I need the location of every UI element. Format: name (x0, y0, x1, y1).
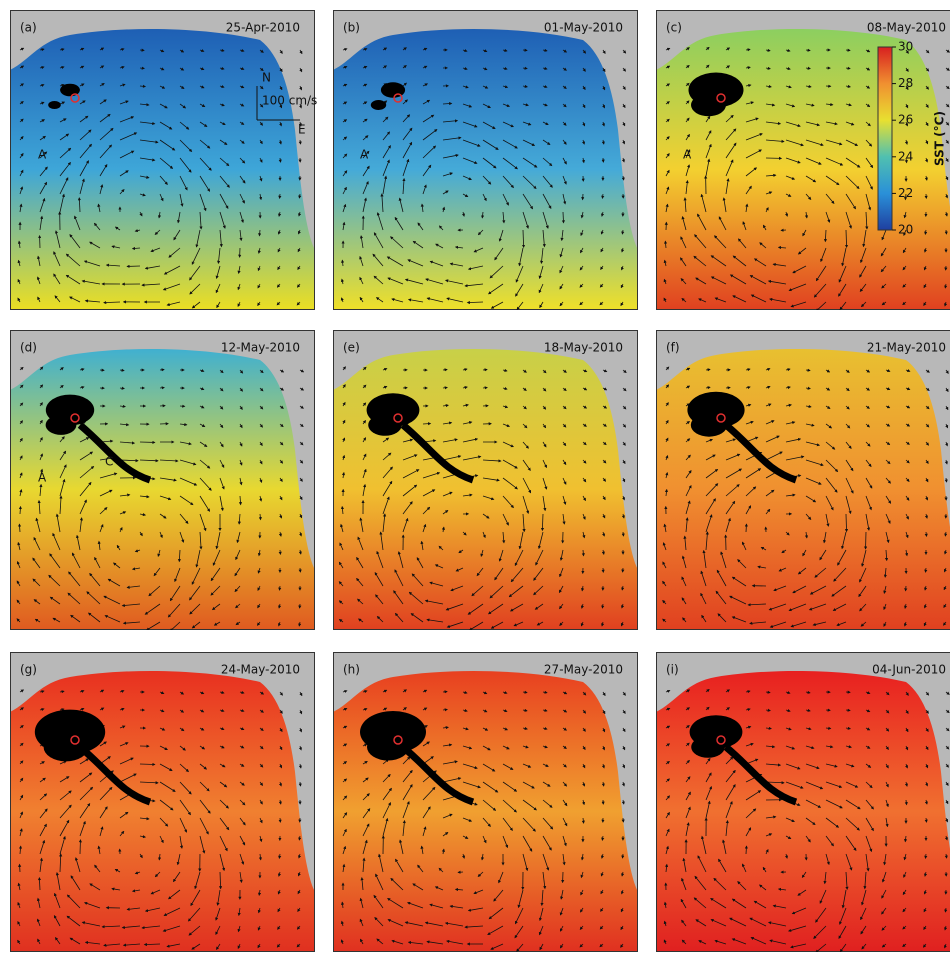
colorbar (878, 47, 892, 230)
map-panel: (g) 24-May-2010 (10, 652, 315, 952)
velocity-arrow (563, 212, 564, 223)
panel-label: (h) (343, 663, 360, 677)
colorbar-tick-label: 28 (898, 76, 913, 90)
east-label: E (298, 123, 306, 137)
panel-date: 25-Apr-2010 (226, 21, 300, 35)
panel-date: 04-Jun-2010 (872, 663, 946, 677)
panel-date: 08-May-2010 (867, 21, 946, 35)
panel-label: (g) (20, 663, 37, 677)
feature-label: C (105, 455, 113, 469)
sea-surface-temperature (333, 349, 638, 630)
panel-label: (i) (666, 663, 679, 677)
velocity-arrow (746, 846, 747, 854)
feature-label: A (683, 148, 692, 162)
velocity-arrow (280, 158, 281, 162)
panel-date: 24-May-2010 (221, 663, 300, 677)
velocity-arrow (259, 230, 260, 236)
velocity-arrow (602, 194, 603, 198)
velocity-arrow (925, 568, 926, 572)
scale-label: 100 cm/s (262, 94, 317, 108)
panel-date: 27-May-2010 (544, 663, 623, 677)
oil-slick (48, 101, 61, 109)
sea-surface-temperature (10, 349, 315, 630)
velocity-arrow (925, 854, 926, 858)
colorbar-tick-label: 30 (898, 40, 913, 54)
colorbar-title: SST (°C) (933, 111, 947, 166)
feature-label: A (38, 148, 47, 162)
map-panel: (f) 21-May-2010 (656, 330, 950, 630)
oil-slick (368, 414, 402, 436)
sea-surface-temperature (333, 29, 638, 310)
panel-date: 18-May-2010 (544, 341, 623, 355)
velocity-arrow (120, 388, 124, 389)
velocity-arrow (926, 818, 927, 822)
oil-slick (691, 94, 726, 117)
oil-slick (691, 413, 727, 436)
velocity-arrow (826, 728, 831, 729)
panel-label: (c) (666, 21, 682, 35)
oil-slick (46, 415, 77, 435)
oil-slick (371, 100, 386, 110)
panel-date: 01-May-2010 (544, 21, 623, 35)
velocity-arrow (443, 709, 447, 710)
velocity-arrow (300, 782, 301, 786)
map-panel: (a) 25-Apr-2010 (10, 10, 315, 310)
panel-label: (e) (343, 341, 360, 355)
oil-slick (367, 734, 409, 761)
panel-date: 12-May-2010 (221, 341, 300, 355)
colorbar-tick-label: 22 (898, 186, 913, 200)
panel-label: (d) (20, 341, 37, 355)
map-panel: (h) 27-May-2010 (333, 652, 638, 952)
velocity-arrow (140, 86, 145, 87)
velocity-arrow (443, 387, 447, 388)
panel-label: (f) (666, 341, 680, 355)
north-label: N (262, 71, 271, 85)
feature-label: A (360, 148, 369, 162)
sea-surface-temperature (656, 671, 950, 952)
velocity-arrow (926, 532, 927, 536)
velocity-arrow (583, 550, 584, 556)
velocity-arrow (806, 50, 810, 51)
map-panel: (b) 01-May-2010 (333, 10, 638, 310)
feature-label: A (38, 471, 47, 485)
panel-label: (b) (343, 21, 360, 35)
velocity-arrow (279, 586, 280, 590)
oil-slick (691, 736, 725, 758)
colorbar-tick-label: 20 (898, 223, 913, 237)
velocity-arrow (20, 507, 21, 514)
panel-label: (a) (20, 21, 37, 35)
figure: (a) 25-Apr-2010 (b) 01-May-2010 (c) 08-May-20… (0, 0, 950, 960)
colorbar-tick-label: 26 (898, 113, 913, 127)
velocity-arrow (806, 370, 810, 371)
velocity-arrow (846, 514, 847, 531)
map-panel: (i) 04-Jun-2010 (656, 652, 950, 952)
panel-date: 21-May-2010 (867, 341, 946, 355)
map-panel: (e) 18-May-2010 (333, 330, 638, 630)
colorbar-tick-label: 24 (898, 149, 913, 163)
map-panel: (d) 12-May-2010 (10, 330, 315, 631)
